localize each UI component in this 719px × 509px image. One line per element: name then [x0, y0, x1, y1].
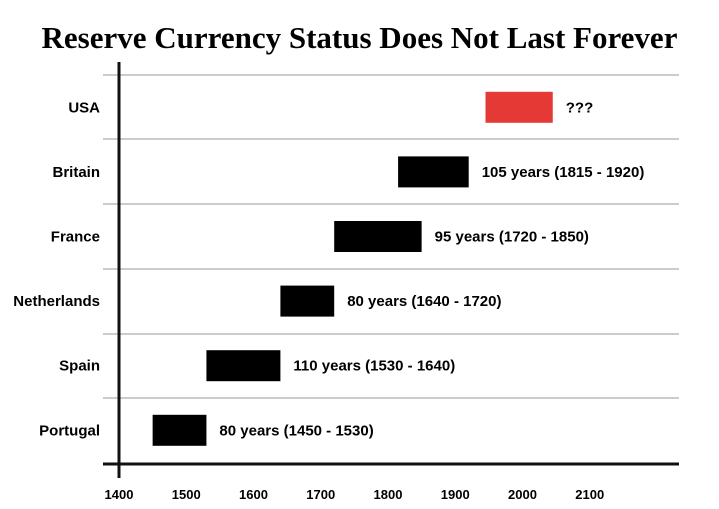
bar-netherlands — [280, 285, 335, 317]
category-label: Britain — [52, 164, 100, 181]
bar-usa — [485, 91, 553, 123]
axes — [103, 62, 679, 478]
x-tick-label: 1900 — [441, 487, 470, 502]
bar-portugal — [152, 414, 207, 446]
bar-data-label: 110 years (1530 - 1640) — [293, 358, 455, 375]
grid-lines — [103, 74, 679, 399]
bar-data-label: 80 years (1450 - 1530) — [219, 422, 373, 439]
x-tick-label: 1700 — [306, 487, 335, 502]
bars — [152, 91, 553, 446]
category-label: France — [51, 229, 100, 246]
labels: 1400 1500 1600 1700 1800 1900 2000 2100 USA ??? Br… — [13, 99, 644, 502]
category-label: USA — [68, 99, 100, 116]
bar-britain — [398, 156, 469, 188]
x-tick-label: 2100 — [575, 487, 604, 502]
x-tick-label: 1800 — [374, 487, 403, 502]
chart-title: Reserve Currency Status Does Not Last Fo… — [41, 20, 678, 55]
x-tick-label: 1500 — [172, 487, 201, 502]
bar-data-label: 80 years (1640 - 1720) — [347, 293, 501, 310]
category-label: Portugal — [39, 422, 100, 439]
bar-data-label: 105 years (1815 - 1920) — [482, 164, 645, 181]
bar-data-label: ??? — [566, 99, 594, 116]
x-tick-label: 1600 — [239, 487, 268, 502]
x-tick-label: 1400 — [105, 487, 134, 502]
bar-france — [334, 221, 422, 252]
bar-spain — [206, 350, 281, 382]
category-label: Spain — [59, 358, 100, 375]
category-label: Netherlands — [13, 293, 100, 310]
bar-data-label: 95 years (1720 - 1850) — [435, 229, 589, 246]
x-tick-label: 2000 — [508, 487, 537, 502]
